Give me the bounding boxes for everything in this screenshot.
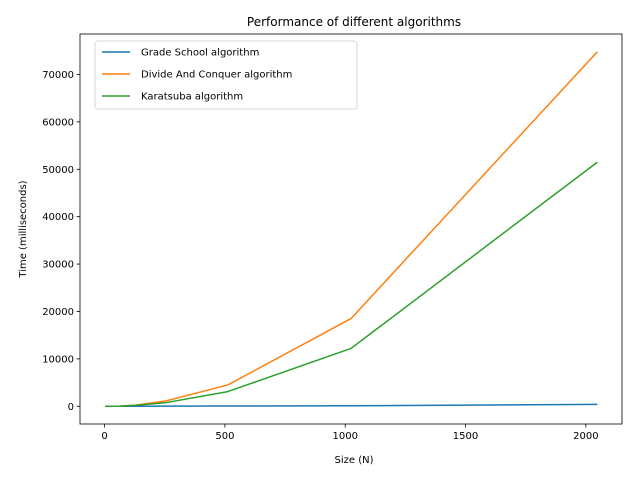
y-axis-label: Time (milliseconds) xyxy=(18,180,29,278)
y-tick-label: 40000 xyxy=(42,212,74,223)
plot-lines xyxy=(104,51,598,408)
x-axis: 0 500 1000 1500 2000 xyxy=(101,424,599,442)
y-tick-label: 60000 xyxy=(42,117,74,128)
legend-label-1: Divide And Conquer algorithm xyxy=(141,70,292,81)
x-tick-label: 1500 xyxy=(453,431,478,442)
x-axis-label: Size (N) xyxy=(335,455,374,466)
y-tick-label: 0 xyxy=(68,402,74,413)
y-tick-label: 50000 xyxy=(42,165,74,176)
y-tick-label: 30000 xyxy=(42,260,74,271)
x-tick-label: 1000 xyxy=(332,431,357,442)
y-tick-label: 10000 xyxy=(42,354,74,365)
x-tick-label: 0 xyxy=(101,431,107,442)
x-tick-label: 2000 xyxy=(573,431,598,442)
y-axis: 0 10000 20000 30000 40000 50000 60000 70000 xyxy=(42,70,80,413)
legend-box xyxy=(94,40,358,110)
plot-frame xyxy=(79,33,623,425)
series-line-2 xyxy=(104,161,598,408)
y-tick-label: 20000 xyxy=(42,307,74,318)
y-tick-label: 70000 xyxy=(42,70,74,81)
legend-label-2: Karatsuba algorithm xyxy=(141,92,243,103)
x-tick-label: 500 xyxy=(215,431,234,442)
chart-title: Performance of different algorithms xyxy=(247,15,461,29)
legend-label-0: Grade School algorithm xyxy=(141,48,259,59)
legend: Grade School algorithm Divide And Conquer… xyxy=(94,40,358,110)
